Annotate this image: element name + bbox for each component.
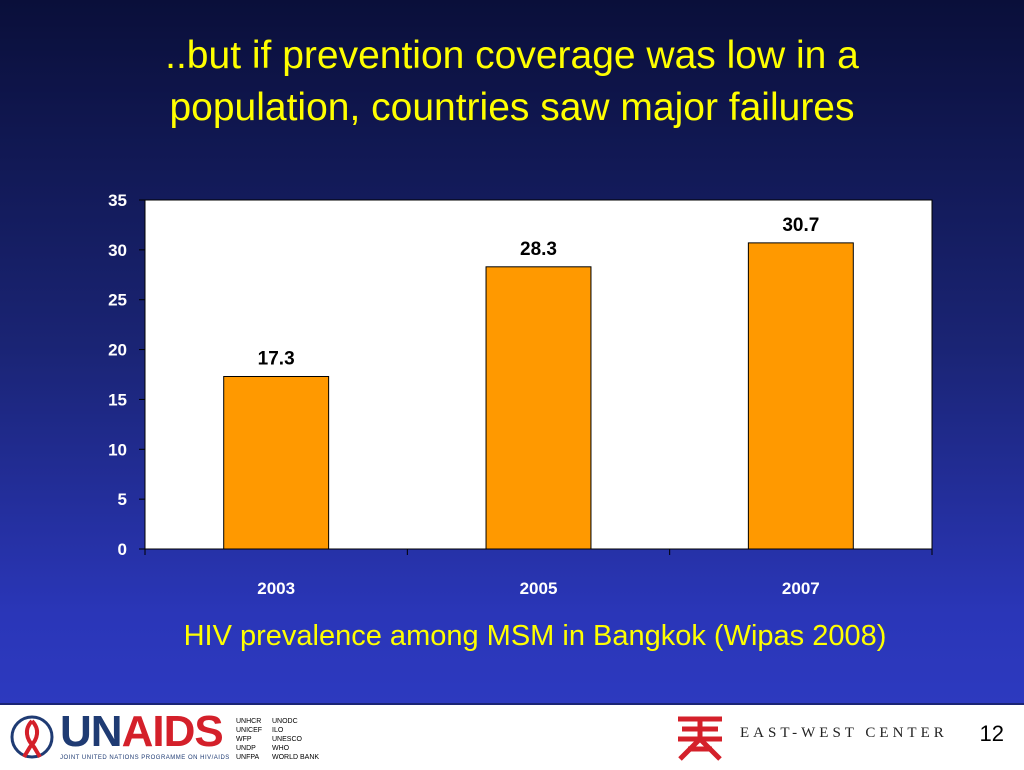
agency: WFP — [236, 736, 252, 743]
footer-bar: UNAIDS JOINT UNITED NATIONS PROGRAMME ON… — [0, 703, 1024, 770]
bar-chart: 0 5 10 15 20 25 30 35 2003 2005 2007 17.3 28.3 30.7 — [108, 191, 933, 598]
agency: UNHCR — [236, 718, 262, 725]
title-line-1: ..but if prevention coverage was low in … — [165, 34, 859, 77]
unaids-subtitle: JOINT UNITED NATIONS PROGRAMME ON HIV/AI… — [60, 755, 230, 761]
agency: WORLD BANK — [272, 754, 320, 761]
bar-2005 — [485, 266, 592, 550]
unaids-logo-text: UNAIDS — [60, 707, 224, 756]
x-tick-label-2005: 2005 — [520, 579, 558, 598]
y-tick-label: 0 — [118, 540, 127, 559]
page-number: 12 — [979, 721, 1004, 746]
y-tick-label: 10 — [108, 440, 127, 459]
y-tick-label: 30 — [108, 241, 127, 260]
agency: ILO — [272, 727, 284, 734]
east-west-center-name: EAST-WEST CENTER — [740, 725, 948, 741]
agency: WHO — [272, 745, 290, 752]
y-tick-label: 35 — [108, 191, 127, 210]
agency: UNFPA — [236, 754, 260, 761]
chart-caption: HIV prevalence among MSM in Bangkok (Wip… — [183, 620, 887, 652]
bar-2003 — [223, 375, 330, 550]
bar-2007 — [747, 242, 854, 550]
y-tick-label: 25 — [108, 291, 127, 310]
y-tick-label: 5 — [118, 490, 127, 509]
title-line-2: population, countries saw major failures — [169, 86, 855, 129]
slide-title: ..but if prevention coverage was low in … — [40, 30, 984, 134]
agency: UNODC — [272, 718, 298, 725]
agency: UNICEF — [236, 727, 263, 734]
y-tick-label: 20 — [108, 341, 127, 360]
data-label-2007: 30.7 — [782, 215, 819, 236]
x-tick-label-2003: 2003 — [257, 579, 295, 598]
agency-list: UNHCR UNODC UNICEF ILO WFP UNESCO UNDP W… — [236, 717, 322, 762]
agency: UNESCO — [272, 736, 302, 743]
y-axis: 0 5 10 15 20 25 30 35 — [108, 191, 145, 559]
bar-series — [223, 242, 854, 550]
red-ribbon-icon — [10, 715, 54, 759]
data-label-2003: 17.3 — [258, 348, 295, 369]
east-west-center-logo-icon — [678, 716, 722, 761]
data-label-2005: 28.3 — [520, 239, 557, 260]
y-tick-label: 15 — [108, 390, 127, 409]
data-labels: 17.3 28.3 30.7 — [258, 215, 820, 370]
x-axis: 2003 2005 2007 — [144, 549, 933, 598]
agency: UNDP — [236, 745, 256, 752]
x-tick-label-2007: 2007 — [782, 579, 820, 598]
